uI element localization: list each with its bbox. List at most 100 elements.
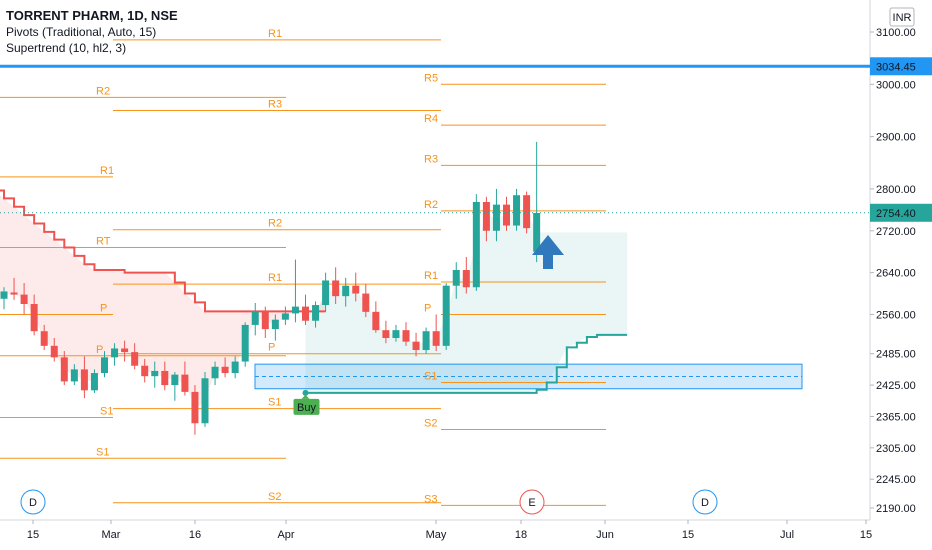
candle-body[interactable] bbox=[50, 345, 58, 358]
candle-body[interactable] bbox=[492, 204, 500, 231]
supertrend-lines bbox=[0, 189, 628, 394]
x-tick-label: 15 bbox=[682, 529, 694, 541]
pivot-label-p: P bbox=[96, 344, 103, 356]
candle-body[interactable] bbox=[0, 291, 8, 299]
candle-body[interactable] bbox=[472, 202, 480, 288]
chart-grid bbox=[0, 0, 871, 521]
candle-body[interactable] bbox=[221, 366, 229, 374]
candle-body[interactable] bbox=[241, 324, 249, 362]
candle-body[interactable] bbox=[523, 195, 531, 229]
candle-body[interactable] bbox=[281, 313, 289, 320]
candle-body[interactable] bbox=[322, 280, 330, 306]
candle-body[interactable] bbox=[80, 369, 88, 391]
candle-body[interactable] bbox=[201, 378, 209, 424]
candle-body[interactable] bbox=[462, 270, 470, 288]
pivots-indicator-label[interactable]: Pivots (Traditional, Auto, 15) bbox=[6, 25, 157, 39]
candle-body[interactable] bbox=[191, 391, 199, 424]
candle-body[interactable] bbox=[40, 331, 48, 346]
price-tag-label: 3034.45 bbox=[876, 61, 916, 73]
candle-body[interactable] bbox=[442, 285, 450, 346]
symbol-title[interactable]: TORRENT PHARM, 1D, NSE bbox=[6, 8, 178, 23]
candle-body[interactable] bbox=[392, 330, 400, 338]
candle-body[interactable] bbox=[352, 285, 360, 294]
buy-label-pointer bbox=[301, 394, 310, 399]
candle-body[interactable] bbox=[141, 365, 149, 377]
candle-body[interactable] bbox=[291, 306, 299, 314]
y-tick-label: 2900.00 bbox=[876, 132, 916, 144]
buy-label-box bbox=[293, 398, 320, 415]
price-axis[interactable]: INR 3100.00 3000.00 2900.00 2800.00 2720.00 26… bbox=[870, 7, 932, 515]
candlesticks[interactable] bbox=[0, 141, 541, 435]
candle-body[interactable] bbox=[231, 361, 239, 374]
candle-body[interactable] bbox=[30, 304, 38, 332]
candle-body[interactable] bbox=[432, 331, 440, 346]
candle-body[interactable] bbox=[332, 280, 340, 297]
currency-label: INR bbox=[893, 12, 912, 24]
candle-body[interactable] bbox=[181, 374, 189, 392]
pivot-label-p: P bbox=[268, 342, 275, 354]
candle-body[interactable] bbox=[121, 348, 129, 353]
annotations: Buy D E D bbox=[0, 64, 870, 515]
candle-body[interactable] bbox=[211, 366, 219, 379]
dividend-event-icon[interactable] bbox=[692, 489, 718, 515]
candle-body[interactable] bbox=[90, 373, 98, 391]
candle-body[interactable] bbox=[60, 357, 68, 382]
candle-body[interactable] bbox=[342, 285, 350, 297]
supertrend-up-line bbox=[305, 333, 628, 394]
chart-legend: TORRENT PHARM, 1D, NSE Pivots (Tradition… bbox=[6, 8, 178, 56]
candle-body[interactable] bbox=[20, 294, 28, 304]
supertrend-indicator-label[interactable]: Supertrend (10, hl2, 3) bbox=[6, 41, 127, 55]
candle-body[interactable] bbox=[111, 348, 119, 358]
candle-body[interactable] bbox=[131, 352, 139, 366]
x-tick-label: Mar bbox=[102, 529, 121, 541]
currency-badge[interactable] bbox=[889, 7, 915, 27]
pivot-label-r1: R1 bbox=[100, 165, 114, 177]
candle-body[interactable] bbox=[412, 341, 420, 351]
candle-body[interactable] bbox=[422, 331, 430, 351]
candle-body[interactable] bbox=[503, 204, 510, 226]
pivot-label-s1: S1 bbox=[424, 370, 437, 382]
pivot-label-rt: RT bbox=[96, 236, 111, 248]
candle-body[interactable] bbox=[312, 305, 320, 321]
candle-body[interactable] bbox=[101, 357, 108, 374]
y-tick-label: 2305.00 bbox=[876, 443, 916, 455]
pivot-label-r1: R1 bbox=[424, 270, 438, 282]
y-tick-label: 2560.00 bbox=[876, 309, 916, 321]
buy-signal-dot bbox=[302, 389, 309, 396]
y-tick-label: 3000.00 bbox=[876, 79, 916, 91]
candle-body[interactable] bbox=[251, 311, 259, 325]
earnings-event-icon[interactable] bbox=[519, 489, 545, 515]
event-label: D bbox=[29, 497, 37, 509]
candle-body[interactable] bbox=[70, 369, 78, 382]
candle-body[interactable] bbox=[271, 319, 279, 330]
supertrend-down-fill bbox=[0, 195, 326, 408]
candle-body[interactable] bbox=[482, 202, 490, 231]
dividend-event-icon[interactable] bbox=[20, 489, 46, 515]
candle-body[interactable] bbox=[402, 330, 410, 342]
pivot-label-r2: R2 bbox=[96, 85, 110, 97]
candle-body[interactable] bbox=[171, 374, 179, 386]
x-tick-label: 15 bbox=[860, 529, 872, 541]
candle-body[interactable] bbox=[372, 311, 380, 331]
candle-body[interactable] bbox=[362, 293, 370, 312]
candle-body[interactable] bbox=[261, 311, 269, 330]
candle-body[interactable] bbox=[161, 370, 169, 386]
candle-body[interactable] bbox=[382, 330, 390, 338]
event-label: D bbox=[701, 497, 709, 509]
pivot-label-s1: S1 bbox=[96, 446, 109, 458]
y-tick-label: 2190.00 bbox=[876, 503, 916, 515]
time-axis[interactable]: 15 Mar 16 Apr May 18 Jun 15 Jul 15 bbox=[27, 520, 872, 541]
candle-body[interactable] bbox=[302, 306, 309, 321]
y-tick-label: 2245.00 bbox=[876, 474, 916, 486]
candle-body[interactable] bbox=[452, 270, 460, 286]
pivot-label-r5: R5 bbox=[424, 72, 438, 84]
pivot-label-r4: R4 bbox=[424, 113, 438, 125]
y-tick-label: 3100.00 bbox=[876, 27, 916, 39]
candle-body[interactable] bbox=[151, 370, 159, 377]
candle-body[interactable] bbox=[513, 195, 521, 226]
candle-body[interactable] bbox=[10, 292, 18, 295]
price-tag bbox=[870, 57, 932, 76]
pivot-label-s1: S1 bbox=[268, 397, 281, 409]
candle-body[interactable] bbox=[533, 212, 541, 252]
